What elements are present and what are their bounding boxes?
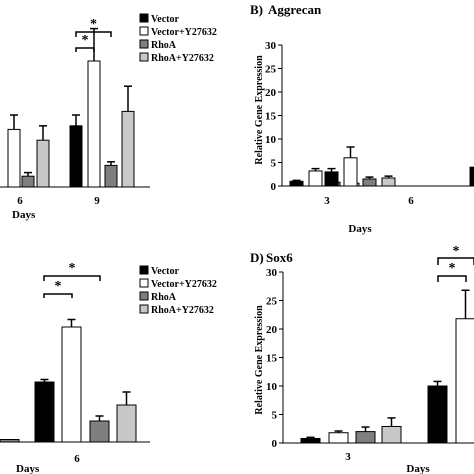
bar-rhoa (355, 431, 376, 444)
legend-swatch (139, 26, 149, 36)
legend-swatch (139, 52, 149, 62)
bar-vector (34, 381, 55, 443)
panel-b-xlabel: Days (348, 223, 372, 235)
bar-rhoa (0, 439, 20, 443)
bar-rhoa (104, 164, 118, 188)
panel-a-xlabel: Days (12, 209, 36, 221)
bar-vector-y27632 (7, 128, 21, 188)
bar-rhoa (362, 178, 377, 187)
panel-a: Days 6 9 ** (0, 17, 150, 221)
significance-star: * (82, 33, 89, 48)
bar-rhoa-y27632 (381, 177, 396, 187)
legend-top: Vector Vector+Y27632 RhoA RhoA+Y27632 (139, 13, 217, 64)
bar-vector-y27632 (328, 432, 349, 444)
legend-swatch (139, 39, 149, 49)
bar-vector-y27632 (455, 318, 474, 444)
significance-star: * (453, 244, 460, 259)
bar-vector-y27632 (308, 170, 323, 187)
y-tick-label: 5 (272, 410, 278, 422)
bar-rhoa-y27632 (36, 139, 50, 188)
significance-star: * (69, 261, 76, 276)
panel-d-xlabel: Days (406, 463, 430, 474)
legend-swatch (139, 278, 149, 288)
legend-swatch (139, 291, 149, 301)
significance-bracket (43, 275, 101, 281)
bar-rhoa (21, 175, 35, 188)
y-tick-label: 20 (265, 87, 277, 99)
panel-c: Days 6 * * (0, 261, 150, 474)
y-tick-label: 30 (265, 40, 277, 52)
x-tick-label: 9 (94, 195, 100, 207)
significance-star: * (90, 17, 97, 32)
y-tick-label: 20 (266, 324, 278, 336)
x-tick-label: 6 (408, 195, 414, 207)
legend-label: Vector+Y27632 (151, 27, 217, 38)
bar-rhoa-y27632 (116, 404, 137, 443)
legend-label: RhoA+Y27632 (151, 305, 214, 316)
y-tick-label: 5 (271, 158, 277, 170)
legend-swatch (139, 265, 149, 275)
y-tick-label: 15 (265, 111, 277, 123)
bar-vector (289, 180, 304, 187)
legend-label: Vector (151, 266, 180, 277)
y-tick-label: 10 (265, 134, 277, 146)
x-tick-label: 3 (324, 195, 330, 207)
significance-bracket (437, 257, 474, 265)
significance-bracket (437, 275, 467, 282)
panel-b-title-letter: B) (250, 2, 263, 17)
y-tick-label: 0 (271, 181, 277, 193)
y-tick-label: 15 (266, 353, 278, 365)
significance-bracket (75, 47, 95, 52)
y-tick-label: 0 (272, 438, 278, 450)
bar-vector (427, 385, 448, 444)
panel-b-title: Aggrecan (268, 2, 322, 17)
panel-d: D) Sox6 Relative Gene Expression Days 0 5… (250, 244, 474, 474)
panel-c-xlabel: Days (16, 463, 40, 474)
y-tick-label: 30 (266, 267, 278, 279)
legend-label: RhoA (151, 40, 177, 51)
significance-bracket (43, 293, 73, 298)
bar-vector (324, 171, 339, 187)
panel-b: B) Aggrecan Relative Gene Expression Day… (250, 2, 474, 235)
x-tick-label: 3 (345, 451, 351, 463)
panel-d-ylabel: Relative Gene Expression (254, 305, 265, 415)
bar-rhoa-y27632 (121, 110, 135, 188)
bar-vector (469, 166, 474, 187)
bar-vector (300, 437, 321, 444)
bar-vector-y27632 (61, 326, 82, 443)
significance-star: * (449, 261, 456, 276)
panel-b-ylabel: Relative Gene Expression (254, 55, 265, 165)
bar-vector (69, 125, 83, 188)
legend-label: RhoA+Y27632 (151, 53, 214, 64)
significance-star: * (55, 279, 62, 294)
legend-label: Vector+Y27632 (151, 279, 217, 290)
y-tick-label: 10 (266, 381, 278, 393)
bar-rhoa (89, 420, 110, 443)
bar-vector-y27632 (87, 60, 101, 188)
x-tick-label: 6 (74, 453, 80, 465)
legend-swatch (139, 13, 149, 23)
significance-bracket (75, 31, 112, 37)
bar-vector-y27632 (343, 157, 358, 187)
legend-bottom: Vector Vector+Y27632 RhoA RhoA+Y27632 (139, 265, 217, 316)
panel-d-title: Sox6 (266, 250, 293, 265)
y-tick-label: 25 (266, 296, 278, 308)
x-tick-label: 6 (17, 195, 23, 207)
bar-rhoa-y27632 (381, 425, 402, 444)
y-tick-label: 25 (265, 64, 277, 76)
legend-label: Vector (151, 14, 180, 25)
legend-swatch (139, 304, 149, 314)
legend-label: RhoA (151, 292, 177, 303)
panel-d-title-letter: D) (250, 250, 264, 265)
